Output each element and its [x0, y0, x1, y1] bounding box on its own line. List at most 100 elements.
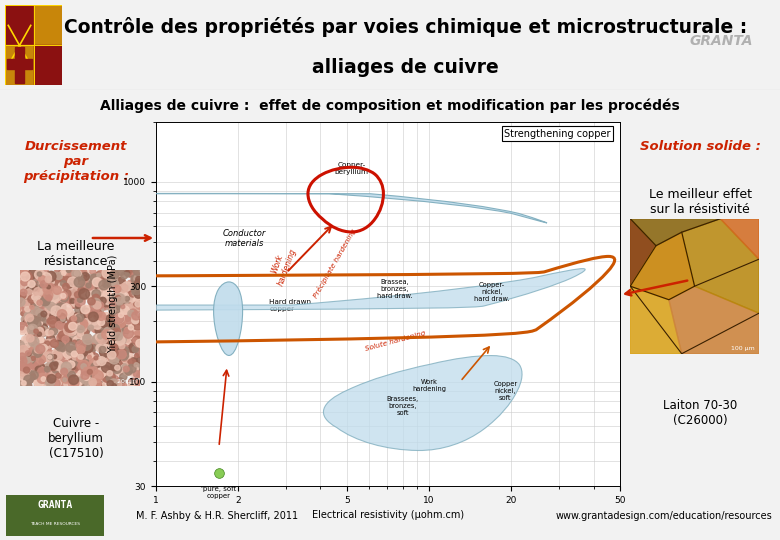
- Circle shape: [78, 276, 87, 286]
- Circle shape: [128, 354, 133, 360]
- Circle shape: [94, 313, 101, 319]
- Circle shape: [129, 316, 134, 321]
- Circle shape: [18, 348, 26, 355]
- Circle shape: [73, 340, 76, 345]
- Circle shape: [53, 361, 63, 370]
- Circle shape: [129, 300, 138, 308]
- Circle shape: [23, 314, 30, 322]
- Circle shape: [20, 370, 26, 376]
- Circle shape: [40, 284, 44, 288]
- Circle shape: [103, 373, 106, 377]
- Circle shape: [66, 277, 70, 282]
- Circle shape: [50, 379, 60, 388]
- Circle shape: [132, 346, 139, 352]
- Circle shape: [104, 296, 113, 305]
- Circle shape: [37, 373, 48, 383]
- Circle shape: [129, 302, 140, 312]
- Circle shape: [121, 344, 129, 352]
- Circle shape: [19, 322, 25, 328]
- Circle shape: [86, 294, 92, 300]
- Circle shape: [48, 313, 54, 318]
- Circle shape: [134, 286, 145, 296]
- Circle shape: [136, 314, 145, 323]
- Circle shape: [74, 277, 85, 287]
- Circle shape: [81, 379, 87, 384]
- Circle shape: [109, 342, 119, 351]
- Circle shape: [98, 372, 104, 377]
- Circle shape: [117, 301, 122, 306]
- Circle shape: [80, 354, 85, 360]
- Circle shape: [28, 280, 35, 287]
- Circle shape: [112, 363, 119, 370]
- Circle shape: [34, 379, 43, 388]
- Circle shape: [83, 374, 90, 380]
- Circle shape: [30, 281, 37, 289]
- Circle shape: [110, 271, 113, 275]
- Circle shape: [48, 316, 56, 324]
- Circle shape: [115, 303, 122, 310]
- Circle shape: [129, 358, 137, 365]
- Circle shape: [70, 281, 75, 286]
- Circle shape: [101, 318, 107, 325]
- Circle shape: [33, 292, 39, 298]
- Circle shape: [119, 284, 128, 292]
- Circle shape: [45, 375, 51, 381]
- Circle shape: [133, 267, 141, 275]
- Circle shape: [89, 305, 99, 314]
- Circle shape: [66, 327, 75, 336]
- Circle shape: [122, 383, 126, 387]
- Circle shape: [37, 292, 44, 299]
- Circle shape: [122, 356, 127, 361]
- Circle shape: [54, 342, 58, 346]
- Circle shape: [64, 382, 69, 387]
- Text: 'pure, soft
copper: 'pure, soft copper: [201, 486, 236, 499]
- Text: M. F. Ashby & H.R. Shercliff, 2011: M. F. Ashby & H.R. Shercliff, 2011: [136, 511, 299, 521]
- Circle shape: [72, 266, 81, 275]
- Circle shape: [51, 285, 56, 291]
- Circle shape: [136, 363, 143, 369]
- Circle shape: [101, 294, 108, 301]
- Circle shape: [23, 344, 29, 349]
- Circle shape: [109, 355, 119, 364]
- Circle shape: [115, 314, 124, 323]
- Circle shape: [60, 270, 67, 277]
- Circle shape: [57, 317, 63, 322]
- Circle shape: [92, 289, 101, 298]
- Circle shape: [85, 383, 90, 388]
- Circle shape: [20, 305, 29, 313]
- Circle shape: [67, 299, 72, 303]
- Circle shape: [115, 295, 121, 301]
- Circle shape: [68, 361, 75, 368]
- Circle shape: [89, 285, 94, 289]
- Circle shape: [129, 267, 137, 274]
- Circle shape: [80, 355, 85, 360]
- Circle shape: [68, 277, 77, 287]
- Circle shape: [101, 355, 107, 360]
- Circle shape: [34, 271, 44, 280]
- Circle shape: [127, 305, 132, 309]
- Circle shape: [81, 282, 91, 292]
- Circle shape: [66, 346, 76, 355]
- Circle shape: [96, 345, 104, 352]
- Circle shape: [97, 278, 105, 286]
- Circle shape: [98, 298, 105, 305]
- Circle shape: [119, 284, 123, 289]
- Circle shape: [50, 312, 58, 319]
- Circle shape: [128, 292, 139, 302]
- Circle shape: [47, 361, 53, 367]
- Circle shape: [45, 329, 51, 336]
- Circle shape: [115, 355, 119, 360]
- Circle shape: [79, 345, 85, 352]
- Circle shape: [62, 362, 72, 372]
- Circle shape: [62, 348, 69, 355]
- Circle shape: [28, 269, 38, 279]
- Circle shape: [72, 363, 80, 371]
- Circle shape: [51, 312, 57, 317]
- Circle shape: [41, 297, 49, 306]
- Circle shape: [48, 355, 52, 359]
- Circle shape: [101, 280, 107, 286]
- Circle shape: [48, 281, 58, 291]
- Circle shape: [60, 294, 68, 302]
- Circle shape: [48, 344, 52, 348]
- Circle shape: [58, 284, 64, 289]
